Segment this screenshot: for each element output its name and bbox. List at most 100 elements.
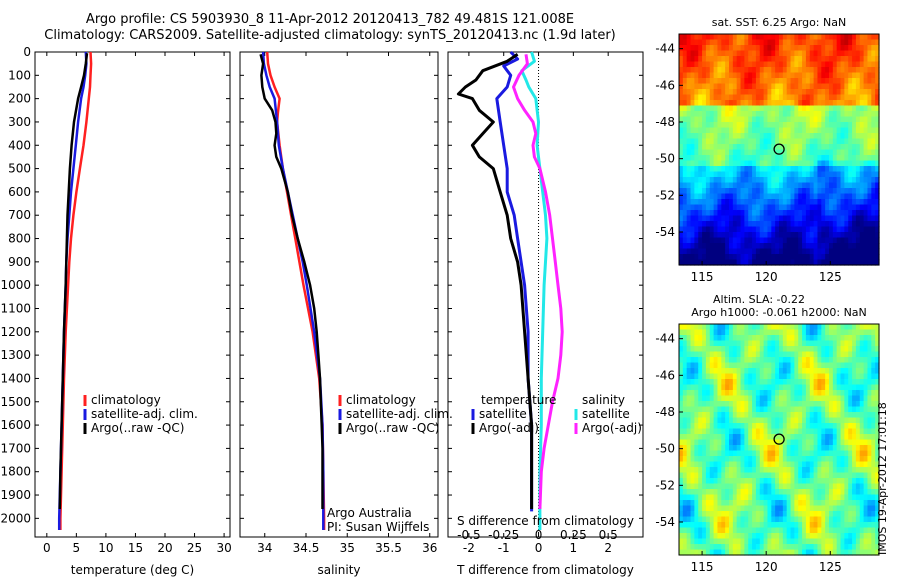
map-cell [744,384,749,391]
map-cell [702,166,707,173]
map-cell [775,395,780,402]
map-cell [779,232,784,239]
map-cell [798,133,803,140]
map-cell [702,549,707,556]
map-cell [813,78,819,85]
map-cell [755,538,761,545]
map-cell [863,50,869,57]
map-cell [686,215,692,222]
map-cell [771,489,776,496]
map-cell [686,144,692,151]
map-cell [782,100,788,107]
map-cell [771,467,776,474]
map-cell [790,166,795,173]
map-cell [725,116,730,123]
map-cell [832,254,838,261]
map-cell [729,243,734,250]
map-cell [686,478,692,485]
map-cell [736,133,742,140]
map-cell [682,472,688,479]
map-cell [740,401,745,408]
map-cell [752,149,757,156]
map-cell [744,379,749,386]
map-cell [705,232,711,239]
map-cell [829,335,834,342]
map-cell [805,45,811,52]
map-cell [679,160,684,167]
map-cell [682,133,688,140]
map-cell [732,472,738,479]
map-cell [775,237,780,244]
map-cell [817,538,822,545]
map-cell [798,171,803,178]
map-cell [725,467,730,474]
map-cell [794,335,799,342]
map-cell [798,544,803,551]
map-cell [736,122,742,129]
map-cell [771,450,776,457]
map-cell [686,193,692,200]
map-cell [805,329,811,336]
map-cell [794,166,799,173]
map-cell [802,456,807,463]
map-cell [725,373,730,380]
map-cell [705,45,711,52]
map-cell [802,362,807,369]
satellite-adj-clim-line [261,51,325,530]
map-cell [848,500,853,507]
map-cell [821,94,826,101]
map-cell [767,259,772,266]
map-cell [832,182,838,189]
map-cell [805,243,811,250]
map-cell [844,188,849,195]
map-cell [771,494,776,501]
map-cell [721,72,726,79]
map-cell [729,89,734,96]
map-cell [686,351,692,358]
map-cell [786,160,792,167]
map-cell [825,445,830,452]
map-cell [840,357,845,364]
map-cell [755,67,761,74]
map-cell [775,527,780,534]
map-cell [829,538,834,545]
map-cell [755,105,761,112]
map-cell [859,177,865,184]
map-cell [721,417,726,424]
map-cell [721,434,726,441]
map-cell [690,412,695,419]
map-cell [752,221,757,228]
map-cell [790,373,795,380]
map-cell [821,100,826,107]
map-cell [802,144,807,151]
map-cell [725,188,730,195]
map-cell [825,450,830,457]
map-cell [679,401,684,408]
map-cell [832,335,838,342]
map-cell [732,445,738,452]
y-tick-label: 500 [8,162,31,176]
map-cell [709,248,715,255]
map-cell [798,373,803,380]
map-cell [702,522,707,529]
map-cell [725,368,730,375]
map-cell [759,204,765,211]
map-cell [736,166,742,173]
map-cell [779,127,784,134]
map-cell [855,259,861,266]
map-cell [875,329,880,336]
map-cell [709,193,715,200]
legend-label: satellite-adj. clim. [346,407,453,421]
map-cell [752,467,757,474]
map-cell [763,188,769,195]
map-cell [855,199,861,206]
map-cell [698,549,703,556]
map-cell [786,72,792,79]
map-cell [832,511,838,518]
map-cell [752,237,757,244]
map-cell [682,61,688,68]
map-cell [825,204,830,211]
map-cell [840,215,845,222]
map-cell [748,373,753,380]
map-cell [786,461,792,468]
